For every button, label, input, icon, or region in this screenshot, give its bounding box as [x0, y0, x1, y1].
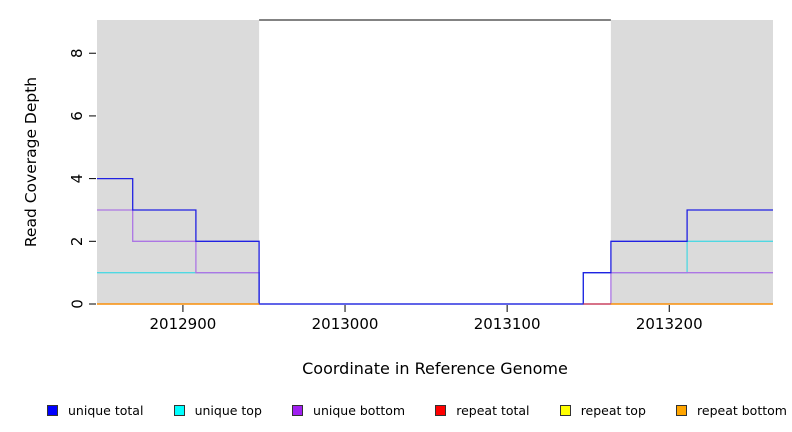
y-tick-label: 0 — [68, 299, 86, 309]
shaded-repeat-region — [97, 20, 260, 304]
shaded-repeat-region — [610, 20, 773, 304]
legend-swatch-repeat-total — [435, 404, 447, 416]
legend-label-unique-total: unique total — [68, 402, 144, 418]
y-tick-label: 4 — [68, 174, 86, 184]
legend-swatch-unique-bottom — [292, 404, 304, 416]
x-tick-label: 2013100 — [474, 315, 541, 333]
x-tick-label: 2013200 — [636, 315, 703, 333]
legend-swatch-unique-total — [47, 404, 58, 416]
legend-label-repeat-bottom: repeat bottom — [697, 402, 787, 418]
legend-item-repeat-total: repeat total — [435, 402, 530, 418]
legend: unique total unique top unique bottom repea… — [47, 399, 787, 421]
legend-label-unique-top: unique top — [194, 402, 262, 418]
y-tick-label: 8 — [68, 48, 86, 58]
y-tick-label: 6 — [68, 111, 86, 121]
y-tick-label: 2 — [68, 237, 86, 247]
legend-item-unique-bottom: unique bottom — [292, 403, 405, 418]
legend-label-unique-bottom: unique bottom — [313, 402, 406, 418]
series-line-unique-bottom — [97, 209, 773, 305]
legend-swatch-unique-top — [173, 404, 185, 416]
legend-label-repeat-top: repeat top — [580, 402, 646, 418]
series-line-unique-total — [97, 177, 773, 305]
x-axis-title: Coordinate in Reference Genome — [302, 359, 568, 378]
legend-swatch-repeat-top — [559, 404, 571, 416]
y-axis-title: Read Coverage Depth — [22, 76, 40, 248]
legend-item-repeat-bottom: repeat bottom — [676, 403, 787, 418]
legend-swatch-repeat-bottom — [676, 404, 688, 416]
x-tick-label: 2012900 — [150, 315, 217, 333]
legend-item-unique-total: unique total — [47, 403, 143, 418]
x-tick-label: 2013000 — [312, 315, 379, 333]
legend-item-repeat-top: repeat top — [559, 402, 646, 418]
legend-label-repeat-total: repeat total — [456, 402, 530, 418]
legend-item-unique-top: unique top — [173, 402, 262, 418]
